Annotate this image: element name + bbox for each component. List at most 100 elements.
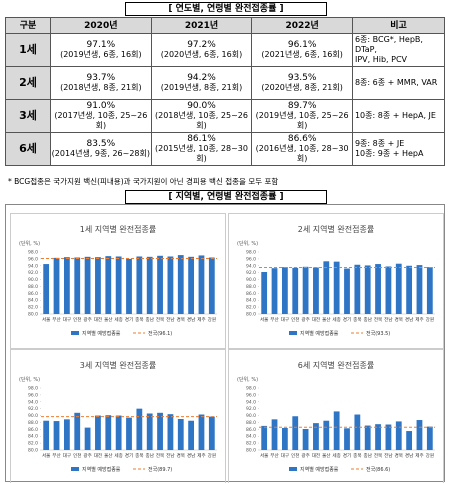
note: 6종: BCG*, HepB, DTaP, IPV, Hib, PCV — [351, 33, 446, 67]
bar — [43, 420, 50, 450]
y-tick-label: 86.0 — [246, 291, 256, 297]
y-tick-label: 86.0 — [28, 427, 38, 433]
x-tick-label: 광주 — [301, 316, 309, 323]
x-tick-label: 대전 — [312, 452, 320, 459]
bar — [146, 413, 153, 450]
detail: (2021년생, 6종, 16회) — [261, 50, 343, 59]
bar — [375, 424, 381, 450]
cell: 86.6% (2016년생, 10종, 28~30회) — [251, 132, 353, 166]
section-title: [ 지역별, 연령별 완전접종률 ] — [125, 190, 327, 204]
bar — [406, 431, 413, 450]
x-tick-label: 충북 — [135, 452, 143, 459]
y-tick-label: 86.0 — [246, 427, 256, 433]
note: 8종: 6종 + MMR, VAR — [351, 66, 446, 100]
legend-label: 전국(93.5) — [366, 330, 390, 337]
bar — [43, 264, 50, 314]
note-line: 10종: 9종 + HepA — [354, 149, 424, 158]
y-tick-label: 80.0 — [246, 312, 256, 318]
bar — [416, 420, 423, 450]
x-tick-label: 인천 — [291, 452, 299, 459]
chart-title: 2세 지역별 완전접종률 — [298, 224, 374, 234]
chart-title: 6세 지역별 완전접종률 — [298, 360, 374, 370]
y-tick-label: 86.0 — [28, 291, 38, 297]
y-tick-label: 90.0 — [28, 277, 38, 283]
bar — [115, 256, 122, 314]
x-tick-label: 세종 — [332, 452, 340, 459]
x-tick-label: 강원 — [208, 452, 216, 459]
y-tick-label: 96.0 — [28, 392, 38, 398]
bar — [344, 268, 350, 314]
x-tick-label: 경남 — [405, 316, 414, 323]
bar — [95, 257, 101, 314]
y-tick-label: 94.0 — [28, 263, 38, 269]
x-tick-label: 세종 — [114, 452, 122, 459]
bar — [292, 267, 299, 314]
bar — [188, 256, 195, 314]
x-tick-label: 제주 — [197, 316, 205, 323]
y-tick-label: 96.0 — [246, 392, 256, 398]
detail: (2014년생, 9종, 26~28회) — [51, 149, 151, 158]
table-row: 2세 93.7% (2018년생, 8종, 21회) 94.2% (2019년생, 8종… — [5, 66, 446, 100]
column-header: 비고 — [351, 17, 446, 34]
bar — [63, 257, 70, 314]
cell: 83.5% (2014년생, 9종, 26~28회) — [50, 132, 152, 166]
x-tick-label: 경기 — [343, 316, 351, 323]
y-tick-label: 82.0 — [246, 305, 256, 311]
y-tick-label: 82.0 — [28, 305, 38, 311]
note-line: 8종: 6종 + MMR, VAR — [354, 78, 438, 87]
x-tick-label: 전남 — [166, 452, 175, 459]
bar — [167, 256, 174, 314]
chart-area: 1세 지역별 완전접종률 (단위, %) 80.0 82.0 84.0 86.0 88.0 9… — [5, 204, 445, 483]
bar — [333, 411, 340, 450]
x-tick-label: 전북 — [374, 316, 382, 323]
table-row: 1세 97.1% (2019년생, 6종, 16회) 97.2% (2020년생, 6종… — [5, 33, 446, 67]
bar — [167, 414, 174, 450]
column-header: 구분 — [5, 17, 51, 34]
x-tick-label: 울산 — [104, 452, 113, 459]
bar — [157, 412, 163, 450]
detail: (2016년생, 10종, 28~30회) — [255, 144, 349, 163]
y-tick-label: 84.0 — [246, 434, 256, 440]
detail: (2020년생, 8종, 21회) — [261, 83, 343, 92]
bar — [198, 255, 205, 314]
y-tick-label: 80.0 — [246, 448, 256, 454]
x-tick-label: 제주 — [415, 452, 423, 459]
bar — [136, 408, 143, 450]
bar — [302, 428, 309, 450]
x-tick-label: 인천 — [291, 316, 299, 323]
y-tick-label: 98.0 — [246, 386, 256, 392]
chart-title: 1세 지역별 완전접종률 — [80, 224, 156, 234]
note: 10종: 8종 + HepA, JE — [351, 99, 446, 133]
bar — [136, 256, 143, 314]
chart: 1세 지역별 완전접종률(단위, %)80.082.084.086.088.09… — [10, 213, 226, 349]
bar — [333, 261, 340, 314]
rate: 93.5% — [287, 73, 317, 83]
x-tick-label: 경북 — [177, 452, 185, 459]
y-tick-label: 82.0 — [246, 441, 256, 447]
bar — [271, 268, 278, 314]
y-tick-label: 82.0 — [28, 441, 38, 447]
bar — [281, 427, 288, 450]
column-header: 2020년 — [50, 17, 152, 34]
row-label: 1세 — [5, 33, 51, 67]
y-tick-label: 92.0 — [28, 406, 38, 412]
chart-title: 3세 지역별 완전접종률 — [80, 360, 156, 370]
header-row: 구분 2020년 2021년 2022년 비고 — [5, 17, 446, 34]
rate: 91.0% — [86, 101, 116, 111]
unit-label: (단위, %) — [237, 376, 258, 383]
bar — [105, 256, 112, 314]
x-tick-label: 대구 — [63, 316, 71, 323]
y-tick-label: 88.0 — [246, 420, 256, 426]
cell: 97.2% (2020년생, 6종, 16회) — [150, 33, 253, 67]
y-tick-label: 92.0 — [28, 270, 38, 276]
legend-swatch — [71, 331, 79, 335]
x-tick-label: 대전 — [94, 452, 102, 459]
detail: (2019년생, 8종, 21회) — [160, 83, 243, 92]
bar — [146, 256, 153, 314]
chart: 3세 지역별 완전접종률(단위, %)80.082.084.086.088.09… — [10, 349, 226, 483]
bar — [261, 425, 268, 450]
detail: (2015년생, 10종, 28~30회) — [154, 144, 248, 163]
y-tick-label: 80.0 — [28, 312, 38, 318]
y-tick-label: 98.0 — [28, 386, 38, 392]
bar — [416, 265, 423, 314]
